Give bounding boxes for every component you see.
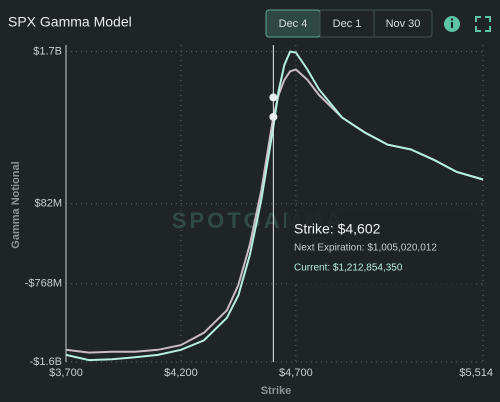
y-tick-label: -$768M <box>25 278 62 290</box>
series-line <box>65 50 484 362</box>
tooltip-next: Next Expiration: $1,005,020,012 <box>294 243 437 254</box>
y-tick-label: $82M <box>34 198 62 210</box>
y-tick-label: $1.7B <box>33 45 62 57</box>
x-tick-label: $4,200 <box>164 367 198 379</box>
x-tick-label: $3,700 <box>49 367 83 379</box>
info-button[interactable] <box>444 16 460 32</box>
chart-title: SPX Gamma Model <box>8 14 132 30</box>
tab-label[interactable]: Dec 4 <box>279 18 308 30</box>
tooltip-dot <box>269 93 278 102</box>
x-tick-label: $5,514 <box>459 367 493 379</box>
info-glyph <box>451 18 453 21</box>
plot-area: $1.7B $82M -$768M -$1.6B$3,700 $4,200 $4,700 $… <box>25 45 493 379</box>
tooltip-strike: Strike: $4,602 <box>294 221 381 237</box>
x-tick-label: $4,700 <box>279 367 313 379</box>
expand-button[interactable] <box>475 16 491 32</box>
tab-label[interactable]: Dec 1 <box>333 18 362 30</box>
x-axis-label: Strike <box>261 385 292 397</box>
tooltip-current: Current: $1,212,854,350 <box>294 263 403 274</box>
y-tick-label: -$1.6B <box>30 356 62 368</box>
tab-label[interactable]: Nov 30 <box>386 18 421 30</box>
y-axis-label: Gamma Notional <box>10 161 22 248</box>
info-glyph <box>451 22 453 28</box>
tab-group: Dec 4 Dec 1 Nov 30 <box>265 9 433 38</box>
tooltip-box <box>286 212 478 284</box>
tooltip-dot <box>269 112 278 121</box>
